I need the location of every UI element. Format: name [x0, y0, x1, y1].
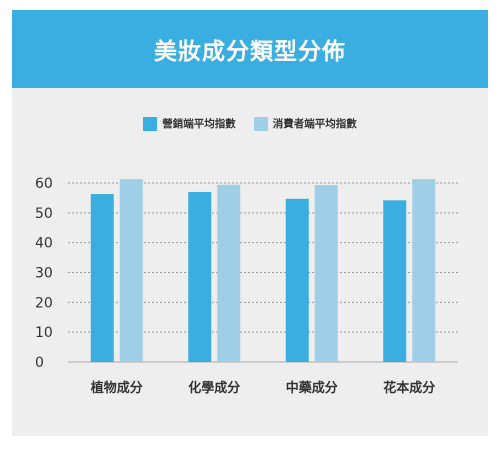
legend-item-series-1: 營銷端平均指數	[143, 116, 236, 131]
x-category-label-1: 化學成分	[188, 380, 240, 396]
bar-series-2-2	[314, 185, 338, 362]
y-tick-label-40: 40	[35, 236, 53, 252]
bar-series-1-2	[285, 198, 309, 362]
y-tick-label-50: 50	[35, 206, 53, 222]
bar-series-2-0	[119, 179, 143, 362]
bar-series-1-1	[188, 191, 212, 362]
legend-swatch-series-2	[253, 116, 268, 131]
y-tick-label-10: 10	[35, 325, 53, 341]
legend-label-series-1: 營銷端平均指數	[162, 118, 236, 130]
y-tick-label-20: 20	[35, 295, 53, 311]
legend-label-series-2: 消費者端平均指數	[272, 118, 357, 130]
bar-series-1-0	[90, 194, 114, 362]
y-tick-label-0: 0	[35, 355, 44, 371]
chart-title: 美妝成分類型分佈	[154, 39, 346, 65]
y-tick-label-60: 60	[35, 176, 53, 192]
y-tick-label-30: 30	[35, 266, 53, 282]
x-category-label-0: 植物成分	[90, 380, 143, 396]
bar-series-2-3	[412, 179, 436, 362]
x-category-label-2: 中藥成分	[286, 380, 338, 396]
chart-legend: 營銷端平均指數 消費者端平均指數	[12, 116, 488, 131]
chart-header: 美妝成分類型分佈	[12, 10, 488, 88]
legend-item-series-2: 消費者端平均指數	[253, 116, 357, 131]
legend-swatch-series-1	[143, 116, 158, 131]
bar-series-1-3	[383, 200, 407, 362]
bar-series-2-1	[217, 184, 241, 362]
x-category-label-3: 花本成分	[383, 380, 435, 396]
